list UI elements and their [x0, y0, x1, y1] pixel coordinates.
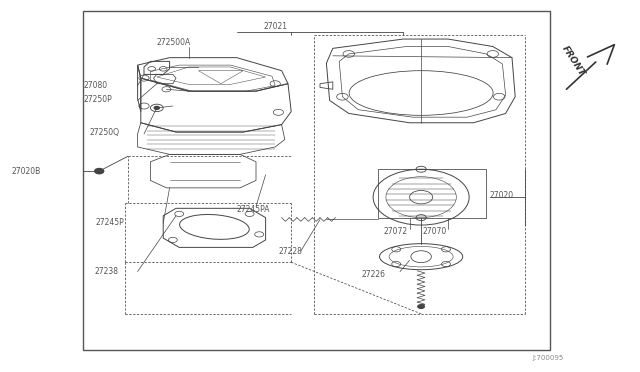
Text: 27072: 27072 [384, 227, 408, 236]
Text: 27250P: 27250P [83, 95, 112, 104]
Circle shape [154, 106, 159, 109]
Text: 27020: 27020 [490, 191, 514, 200]
Text: 27020B: 27020B [12, 167, 41, 176]
Circle shape [95, 169, 104, 174]
Text: 27245P: 27245P [96, 218, 125, 227]
Text: 27228: 27228 [278, 247, 302, 256]
Text: 27080: 27080 [83, 81, 108, 90]
Text: J:700095: J:700095 [532, 355, 563, 361]
Text: 272500A: 272500A [157, 38, 191, 47]
Text: FRONT: FRONT [560, 45, 586, 78]
Text: 27238: 27238 [95, 267, 119, 276]
Text: 27226: 27226 [362, 270, 385, 279]
Text: 27250Q: 27250Q [90, 128, 120, 137]
Text: 27021: 27021 [263, 22, 287, 31]
Text: 27070: 27070 [422, 227, 447, 236]
Circle shape [418, 305, 424, 308]
Bar [83, 11, 550, 350]
Text: 27245PA: 27245PA [237, 205, 270, 214]
